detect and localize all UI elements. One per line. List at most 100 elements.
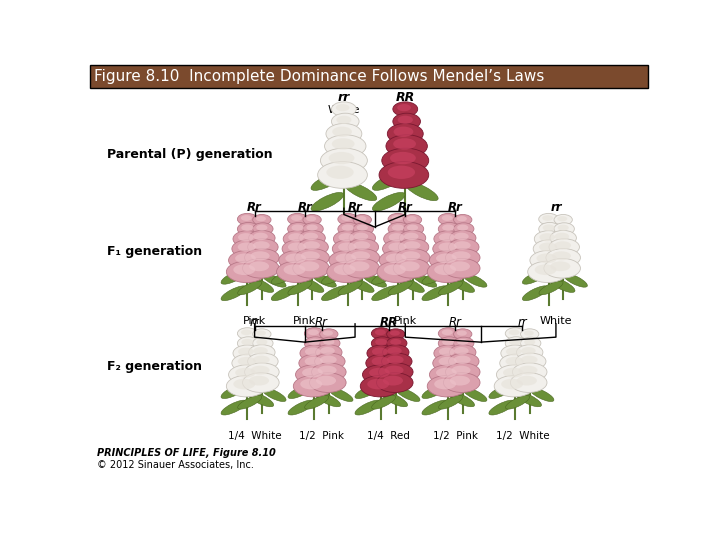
- Ellipse shape: [450, 376, 470, 386]
- Ellipse shape: [320, 337, 340, 349]
- Ellipse shape: [454, 214, 472, 225]
- Ellipse shape: [228, 251, 266, 270]
- Ellipse shape: [238, 222, 259, 235]
- Ellipse shape: [393, 102, 418, 116]
- Ellipse shape: [362, 365, 400, 384]
- Ellipse shape: [382, 240, 415, 258]
- Ellipse shape: [524, 339, 535, 345]
- Ellipse shape: [291, 215, 302, 221]
- Ellipse shape: [221, 384, 247, 399]
- Ellipse shape: [243, 373, 279, 393]
- Ellipse shape: [279, 251, 316, 270]
- Ellipse shape: [249, 376, 269, 386]
- Ellipse shape: [288, 233, 304, 241]
- Text: 1/2  Pink: 1/2 Pink: [433, 431, 478, 441]
- Ellipse shape: [505, 328, 525, 339]
- Ellipse shape: [528, 261, 567, 282]
- Ellipse shape: [509, 339, 521, 346]
- Text: F₁ generation: F₁ generation: [107, 245, 202, 259]
- Ellipse shape: [232, 240, 265, 258]
- Ellipse shape: [463, 274, 487, 287]
- Ellipse shape: [396, 388, 420, 402]
- Ellipse shape: [372, 380, 395, 394]
- Ellipse shape: [506, 347, 522, 356]
- Ellipse shape: [377, 373, 413, 393]
- Ellipse shape: [248, 231, 275, 246]
- Ellipse shape: [388, 242, 407, 252]
- Ellipse shape: [333, 240, 366, 258]
- Ellipse shape: [233, 379, 255, 389]
- Text: rr: rr: [338, 91, 350, 104]
- Ellipse shape: [356, 216, 366, 221]
- Ellipse shape: [387, 355, 404, 364]
- Ellipse shape: [449, 239, 479, 255]
- Ellipse shape: [301, 251, 320, 260]
- Ellipse shape: [241, 339, 253, 346]
- Ellipse shape: [404, 233, 418, 240]
- Ellipse shape: [392, 225, 404, 231]
- Ellipse shape: [444, 373, 480, 393]
- Ellipse shape: [534, 231, 563, 247]
- Ellipse shape: [253, 355, 270, 364]
- Ellipse shape: [446, 363, 480, 381]
- Ellipse shape: [521, 347, 536, 355]
- Ellipse shape: [320, 355, 337, 364]
- Ellipse shape: [546, 248, 580, 267]
- Ellipse shape: [287, 222, 310, 235]
- Ellipse shape: [390, 152, 416, 164]
- Ellipse shape: [449, 278, 474, 293]
- Ellipse shape: [389, 233, 405, 241]
- Ellipse shape: [308, 329, 319, 335]
- Ellipse shape: [554, 214, 572, 225]
- Ellipse shape: [299, 231, 325, 246]
- Ellipse shape: [285, 253, 306, 264]
- Ellipse shape: [523, 330, 534, 336]
- Ellipse shape: [407, 216, 417, 221]
- Ellipse shape: [325, 135, 366, 158]
- Ellipse shape: [516, 353, 546, 370]
- Ellipse shape: [238, 380, 261, 394]
- Ellipse shape: [298, 239, 328, 255]
- Ellipse shape: [271, 269, 297, 284]
- Ellipse shape: [306, 216, 316, 221]
- Ellipse shape: [388, 266, 413, 280]
- Text: Rr: Rr: [247, 201, 262, 214]
- Text: 1/4  Red: 1/4 Red: [367, 431, 410, 441]
- Ellipse shape: [235, 368, 256, 377]
- Ellipse shape: [384, 231, 413, 247]
- Ellipse shape: [554, 233, 569, 240]
- Ellipse shape: [323, 339, 334, 345]
- Ellipse shape: [334, 265, 356, 275]
- Text: 1/4  White: 1/4 White: [228, 431, 282, 441]
- Text: Pink: Pink: [394, 316, 417, 326]
- Ellipse shape: [436, 368, 456, 377]
- Ellipse shape: [438, 357, 456, 366]
- Ellipse shape: [271, 286, 297, 301]
- Ellipse shape: [333, 231, 362, 247]
- Ellipse shape: [241, 215, 252, 221]
- Ellipse shape: [398, 278, 424, 293]
- Ellipse shape: [344, 182, 377, 201]
- Ellipse shape: [372, 395, 395, 409]
- Text: Rr: Rr: [398, 201, 413, 214]
- Ellipse shape: [238, 233, 254, 241]
- Ellipse shape: [543, 225, 554, 231]
- Ellipse shape: [454, 241, 471, 249]
- Ellipse shape: [534, 240, 567, 258]
- Ellipse shape: [287, 213, 307, 225]
- Ellipse shape: [496, 365, 534, 384]
- Ellipse shape: [372, 286, 398, 301]
- Text: Rr: Rr: [348, 201, 362, 214]
- Ellipse shape: [456, 330, 467, 336]
- Ellipse shape: [288, 384, 314, 399]
- Ellipse shape: [356, 225, 368, 231]
- Ellipse shape: [338, 242, 356, 252]
- Ellipse shape: [351, 251, 370, 260]
- Text: White: White: [328, 105, 360, 114]
- Ellipse shape: [375, 329, 386, 335]
- Ellipse shape: [505, 395, 529, 409]
- Ellipse shape: [367, 379, 389, 389]
- Ellipse shape: [505, 357, 523, 366]
- Text: Pink: Pink: [293, 316, 317, 326]
- Ellipse shape: [288, 266, 312, 280]
